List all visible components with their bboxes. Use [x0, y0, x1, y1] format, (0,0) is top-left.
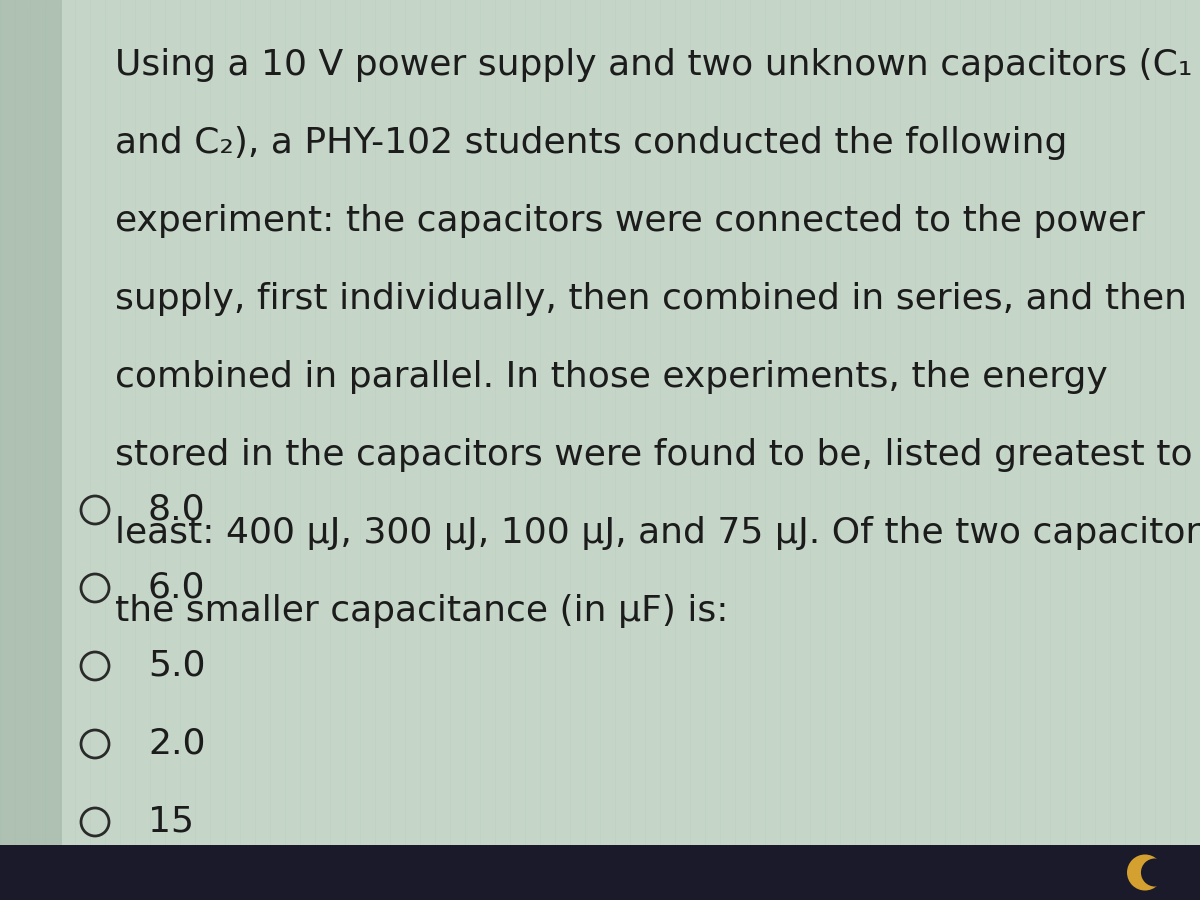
Text: 2.0: 2.0: [148, 727, 205, 761]
Text: stored in the capacitors were found to be, listed greatest to: stored in the capacitors were found to b…: [115, 438, 1193, 472]
Text: 8.0: 8.0: [148, 493, 205, 527]
Text: least: 400 μJ, 300 μJ, 100 μJ, and 75 μJ. Of the two capacitors,: least: 400 μJ, 300 μJ, 100 μJ, and 75 μJ…: [115, 516, 1200, 550]
Text: combined in parallel. In those experiments, the energy: combined in parallel. In those experimen…: [115, 360, 1108, 394]
Circle shape: [1127, 854, 1163, 890]
Text: 5.0: 5.0: [148, 649, 205, 683]
FancyBboxPatch shape: [0, 0, 62, 900]
Text: the smaller capacitance (in μF) is:: the smaller capacitance (in μF) is:: [115, 594, 728, 628]
Text: 15: 15: [148, 805, 194, 839]
Text: Using a 10 V power supply and two unknown capacitors (C₁: Using a 10 V power supply and two unknow…: [115, 48, 1193, 82]
Text: 6.0: 6.0: [148, 571, 205, 605]
Text: supply, first individually, then combined in series, and then: supply, first individually, then combine…: [115, 282, 1187, 316]
Circle shape: [1141, 859, 1169, 886]
Text: experiment: the capacitors were connected to the power: experiment: the capacitors were connecte…: [115, 204, 1145, 238]
FancyBboxPatch shape: [0, 845, 1200, 900]
Text: and C₂), a PHY-102 students conducted the following: and C₂), a PHY-102 students conducted th…: [115, 126, 1067, 160]
